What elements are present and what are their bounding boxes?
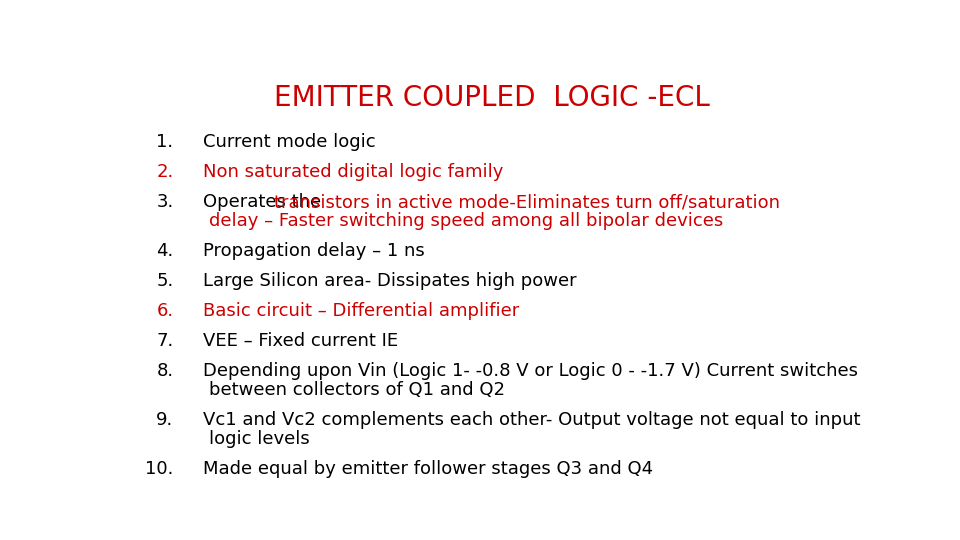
Text: 10.: 10. [145, 460, 174, 478]
Text: logic levels: logic levels [209, 430, 310, 448]
Text: delay – Faster switching speed among all bipolar devices: delay – Faster switching speed among all… [209, 212, 724, 231]
Text: 4.: 4. [156, 242, 174, 260]
Text: Large Silicon area- Dissipates high power: Large Silicon area- Dissipates high powe… [204, 272, 577, 291]
Text: 5.: 5. [156, 272, 174, 291]
Text: Basic circuit – Differential amplifier: Basic circuit – Differential amplifier [204, 302, 519, 320]
Text: 3.: 3. [156, 193, 174, 211]
Text: 8.: 8. [156, 362, 174, 380]
Text: 1.: 1. [156, 133, 174, 151]
Text: Depending upon Vin (Logic 1- -0.8 V or Logic 0 - -1.7 V) Current switches: Depending upon Vin (Logic 1- -0.8 V or L… [204, 362, 858, 380]
Text: 6.: 6. [156, 302, 174, 320]
Text: 2.: 2. [156, 163, 174, 181]
Text: Current mode logic: Current mode logic [204, 133, 376, 151]
Text: Operates the: Operates the [204, 193, 327, 211]
Text: 9.: 9. [156, 411, 174, 429]
Text: EMITTER COUPLED  LOGIC -ECL: EMITTER COUPLED LOGIC -ECL [274, 84, 710, 112]
Text: transistors in active mode-Eliminates turn off/saturation: transistors in active mode-Eliminates tu… [275, 193, 780, 211]
Text: Propagation delay – 1 ns: Propagation delay – 1 ns [204, 242, 425, 260]
Text: Vc1 and Vc2 complements each other- Output voltage not equal to input: Vc1 and Vc2 complements each other- Outp… [204, 411, 861, 429]
Text: between collectors of Q1 and Q2: between collectors of Q1 and Q2 [209, 381, 505, 399]
Text: 7.: 7. [156, 332, 174, 350]
Text: Non saturated digital logic family: Non saturated digital logic family [204, 163, 504, 181]
Text: Made equal by emitter follower stages Q3 and Q4: Made equal by emitter follower stages Q3… [204, 460, 654, 478]
Text: VEE – Fixed current IE: VEE – Fixed current IE [204, 332, 398, 350]
